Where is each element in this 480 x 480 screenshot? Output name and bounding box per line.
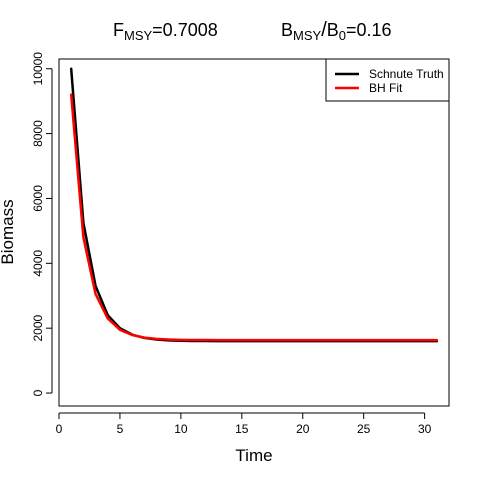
x-axis-label: Time — [235, 446, 272, 465]
legend-label-schnute-truth: Schnute Truth — [369, 67, 444, 81]
x-tick-label: 15 — [235, 422, 249, 436]
series-line-schnute-truth — [69, 67, 439, 343]
title-b-slash: / — [321, 19, 327, 41]
title-b0-main: B — [327, 20, 339, 40]
y-axis: 0 2000 4000 6000 8000 10000 — [31, 52, 53, 396]
chart-title-bratio: BMSY/B0=0.16 — [281, 19, 392, 43]
title-f-sub: MSY — [124, 28, 153, 43]
plot-frame — [58, 58, 450, 407]
legend-box — [325, 58, 450, 102]
x-tick-label: 30 — [418, 422, 432, 436]
title-f-value: =0.7008 — [152, 20, 218, 40]
y-tick-label: 2000 — [31, 314, 45, 341]
x-tick-label: 20 — [296, 422, 310, 436]
series-line-bh-fit — [69, 93, 439, 342]
x-tick-label: 25 — [357, 422, 371, 436]
title-b-value: =0.16 — [346, 20, 392, 40]
y-tick-label: 8000 — [31, 120, 45, 147]
y-axis-label: Biomass — [0, 199, 17, 264]
y-tick-label: 6000 — [31, 185, 45, 212]
chart-title-fmsy: FMSY=0.7008 — [113, 20, 218, 43]
legend-label-bh-fit: BH Fit — [369, 81, 403, 95]
series-layer — [69, 67, 439, 343]
x-axis: 0 5 10 15 20 25 30 — [56, 412, 432, 436]
y-tick-label: 10000 — [31, 52, 45, 86]
title-b-main: B — [281, 20, 293, 40]
y-tick-label: 0 — [31, 389, 45, 396]
x-tick-label: 5 — [117, 422, 124, 436]
legend: Schnute Truth BH Fit — [325, 58, 450, 102]
y-tick-label: 4000 — [31, 250, 45, 277]
x-tick-label: 10 — [174, 422, 188, 436]
title-b0-sub: 0 — [339, 28, 346, 43]
x-tick-label: 0 — [56, 422, 63, 436]
title-b-sub: MSY — [293, 28, 322, 43]
title-f-main: F — [113, 20, 124, 40]
